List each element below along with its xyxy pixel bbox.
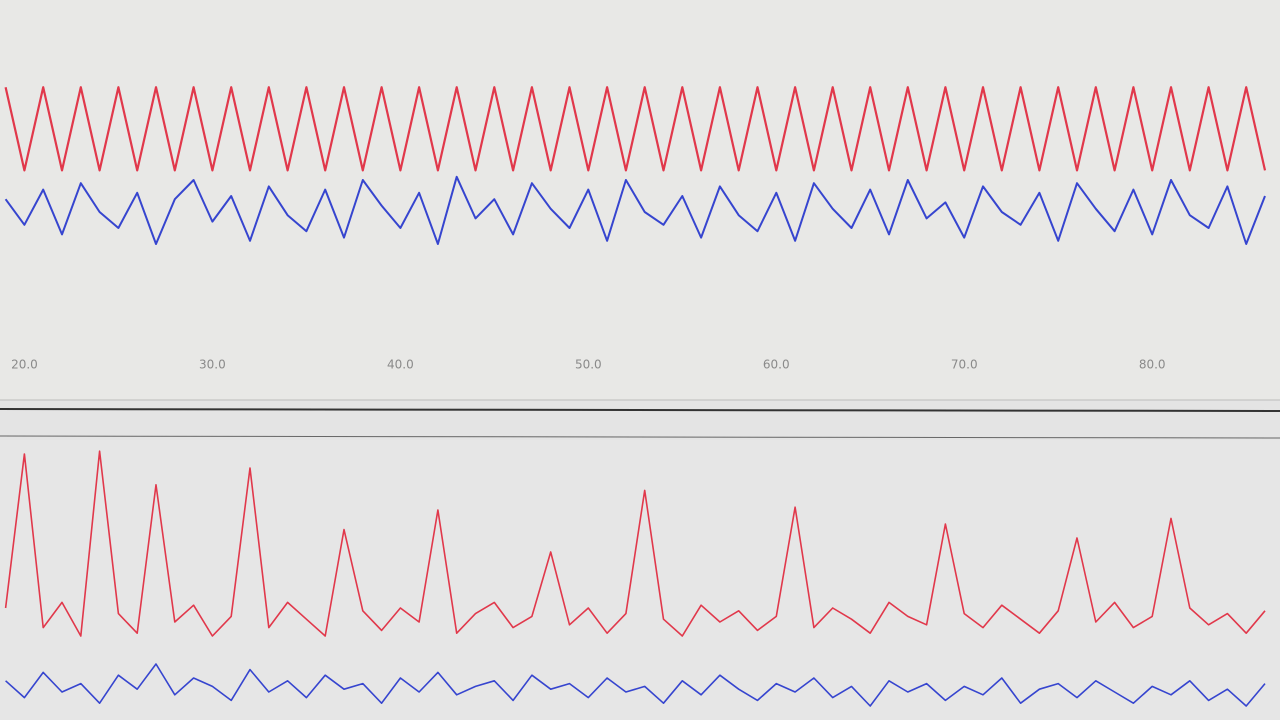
x-tick-label: 50.0 xyxy=(575,358,602,372)
x-tick-label: 20.0 xyxy=(11,358,38,372)
signal-trace xyxy=(4,450,1266,637)
signal-trace xyxy=(4,175,1266,245)
x-tick-label: 30.0 xyxy=(199,358,226,372)
bottom-panel xyxy=(0,440,1280,720)
signal-trace xyxy=(5,663,1266,707)
x-tick-label: 70.0 xyxy=(951,358,978,372)
signal-trace xyxy=(4,86,1267,172)
divider xyxy=(0,435,1280,439)
x-tick-label: 60.0 xyxy=(763,358,790,372)
divider xyxy=(0,408,1280,412)
x-tick-label: 80.0 xyxy=(1139,358,1166,372)
top-panel xyxy=(0,0,1280,400)
x-tick-label: 40.0 xyxy=(387,358,414,372)
